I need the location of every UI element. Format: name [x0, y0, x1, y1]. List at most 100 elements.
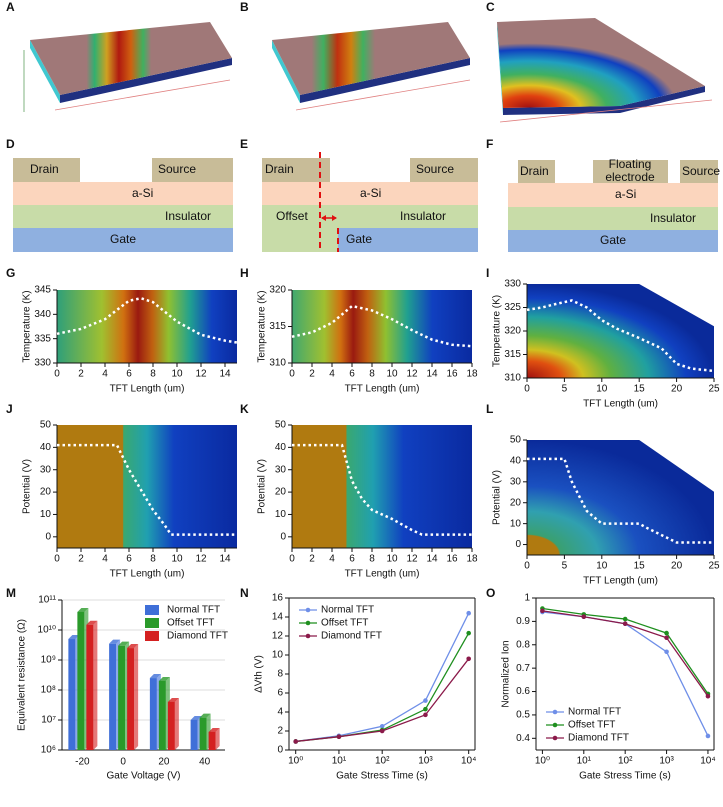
- schematic-f: Drain Floating electrode Source a-Si Ins…: [508, 157, 720, 252]
- heatmap: [292, 290, 472, 363]
- heatmap: [292, 425, 472, 548]
- panel-label: G: [6, 266, 15, 280]
- x-tick-label: 6: [126, 369, 132, 380]
- y-axis-label: Potential (V): [22, 459, 33, 514]
- y-tick-label: 0.8: [516, 639, 530, 650]
- x-tick-label: 10²: [375, 756, 390, 767]
- x-axis-label: Gate Stress Time (s): [579, 771, 671, 782]
- x-tick-label: 25: [708, 384, 720, 395]
- bar-face: [109, 643, 117, 750]
- bar-face: [77, 607, 89, 612]
- legend-label: Diamond TFT: [568, 733, 629, 744]
- bar-face: [93, 620, 98, 750]
- y-tick-label: 1: [524, 593, 530, 604]
- x-axis-label: Gate Stress Time (s): [336, 771, 428, 782]
- y-tick-label: 330: [504, 279, 521, 290]
- legend-label: Normal TFT: [568, 707, 621, 718]
- panel-label: E: [240, 137, 248, 151]
- bar-face: [149, 674, 161, 679]
- y-tick-label: 0: [515, 539, 521, 550]
- y-tick-label: 320: [269, 285, 286, 296]
- y-tick-label: 335: [34, 333, 51, 344]
- render-c: [497, 18, 713, 123]
- y-tick-label: 50: [510, 435, 522, 446]
- bar-face: [158, 680, 166, 750]
- x-tick-label: 10: [171, 554, 183, 565]
- offset-label: Offset: [276, 209, 308, 223]
- y-tick-label: 10: [272, 650, 284, 661]
- x-tick-label: 5: [562, 561, 568, 572]
- heatmap: [527, 440, 714, 555]
- data-line: [526, 299, 715, 373]
- y-tick-label: 14: [272, 612, 284, 623]
- x-tick-label: 8: [150, 369, 156, 380]
- data-point: [466, 610, 471, 616]
- y-tick-label: 20: [510, 497, 522, 508]
- y-tick-label: 320: [504, 326, 521, 337]
- y-tick-label: 30: [510, 476, 522, 487]
- y-tick-label: 50: [40, 420, 52, 431]
- schematic-e: Drain Source a-Si Offset Insulator Gate: [262, 152, 478, 252]
- floating-label-1: Floating: [609, 157, 652, 171]
- y-tick-label: 10: [40, 509, 52, 520]
- asi-label: a-Si: [132, 186, 153, 200]
- x-tick-label: 5: [562, 384, 568, 395]
- y-tick-label: 20: [275, 487, 287, 498]
- data-point: [664, 649, 669, 655]
- x-tick-label: 6: [349, 554, 355, 565]
- bar-face: [167, 701, 175, 750]
- panel-label: J: [6, 402, 13, 416]
- y-axis-label: Temperature (K): [22, 290, 33, 362]
- panel-label: C: [486, 0, 495, 14]
- x-tick-label: 14: [219, 554, 231, 565]
- x-tick-label: 8: [369, 554, 375, 565]
- legend-label: Diamond TFT: [321, 631, 382, 642]
- legend-label: Offset TFT: [568, 720, 615, 731]
- y-tick-label: 40: [40, 442, 52, 453]
- panel-label: H: [240, 266, 249, 280]
- x-tick-label: 2: [309, 554, 315, 565]
- panel-label: B: [240, 0, 249, 14]
- asi-label: a-Si: [360, 186, 381, 200]
- legend-marker: [305, 633, 311, 639]
- render-a: [23, 22, 232, 112]
- panel-label: K: [240, 402, 249, 416]
- data-line: [291, 304, 473, 348]
- bar-face: [208, 731, 216, 750]
- x-tick-label: 20: [158, 757, 170, 768]
- y-tick-label: 8: [277, 669, 283, 680]
- y-tick-label: 10: [510, 518, 522, 529]
- x-tick-label: 20: [671, 384, 683, 395]
- x-tick-label: -20: [75, 757, 90, 768]
- y-tick-label: 330: [34, 358, 51, 369]
- bar-face: [149, 678, 157, 750]
- bar-face: [174, 697, 179, 750]
- bar-face: [127, 648, 135, 750]
- data-point: [705, 693, 711, 699]
- legend-label: Diamond TFT: [167, 631, 228, 642]
- bar-face: [86, 620, 98, 625]
- data-point: [622, 621, 628, 627]
- source-label: Source: [682, 164, 720, 178]
- y-tick-label: 10⁶: [41, 745, 56, 756]
- x-axis-label: Gate Voltage (V): [107, 771, 181, 782]
- y-tick-label: 2: [277, 726, 283, 737]
- bar-face: [215, 727, 220, 750]
- bar-face: [77, 611, 85, 750]
- x-tick-label: 4: [329, 554, 335, 565]
- bar-face: [134, 644, 139, 750]
- y-tick-label: 0: [277, 745, 283, 756]
- x-tick-label: 10: [596, 384, 608, 395]
- x-tick-label: 10: [386, 554, 398, 565]
- data-point: [664, 635, 669, 641]
- y-tick-label: 30: [275, 464, 287, 475]
- y-tick-label: 40: [275, 442, 287, 453]
- x-tick-label: 20: [671, 561, 683, 572]
- y-tick-label: 10: [275, 509, 287, 520]
- y-tick-label: 310: [504, 373, 521, 384]
- x-tick-label: 10⁰: [535, 756, 550, 767]
- y-tick-label: 10¹⁰: [38, 625, 56, 636]
- data-point: [466, 656, 471, 662]
- x-tick-label: 16: [446, 369, 458, 380]
- legend-marker: [305, 620, 311, 626]
